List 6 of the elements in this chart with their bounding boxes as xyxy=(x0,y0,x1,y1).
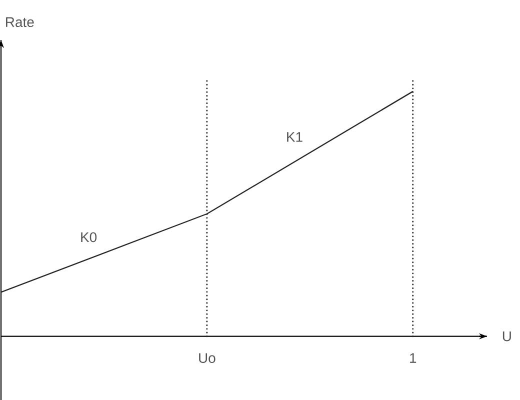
y-axis-title: Rate xyxy=(6,17,34,28)
annotation: K0 xyxy=(81,232,97,242)
annotation: K1 xyxy=(287,132,302,142)
x-axis-title: U xyxy=(502,331,511,342)
x-tick-label: 1 xyxy=(410,353,416,363)
x-tick-label: Uo xyxy=(199,353,216,363)
